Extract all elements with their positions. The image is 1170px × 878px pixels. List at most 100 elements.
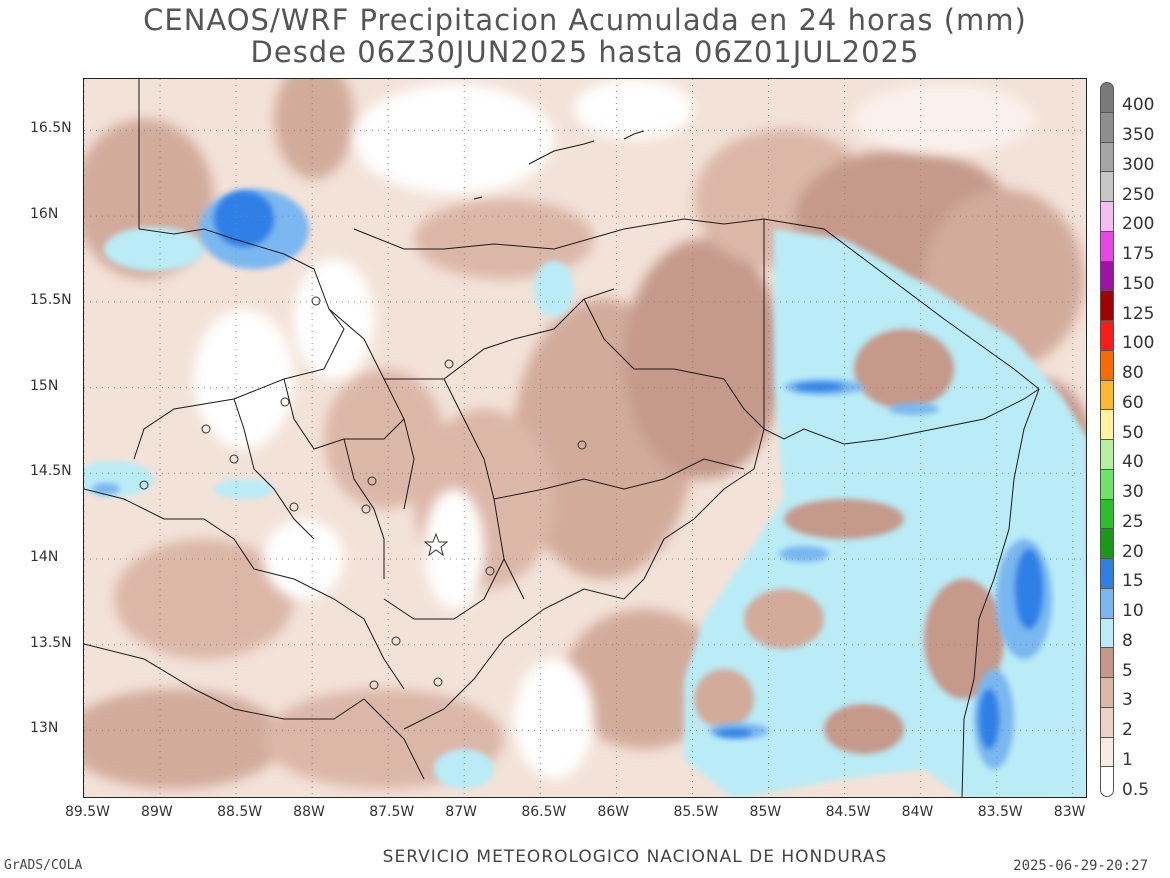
map-borders xyxy=(84,79,1040,797)
legend-label: 8 xyxy=(1122,630,1133,651)
map-svg xyxy=(84,79,1086,797)
legend-swatch xyxy=(1100,260,1114,292)
lat-tick-label: 16N xyxy=(30,206,59,223)
dept-line-8 xyxy=(583,298,765,430)
legend-label: 3 xyxy=(1122,690,1133,711)
legend-swatch xyxy=(1100,528,1114,559)
footer-credit: GrADS/COLA xyxy=(4,858,83,873)
footer-agency: SERVICIO METEOROLOGICO NACIONAL DE HONDU… xyxy=(382,847,888,867)
lon-tick-label: 83W xyxy=(1053,804,1086,820)
legend-label: 25 xyxy=(1122,511,1144,532)
city-markers xyxy=(139,296,587,690)
lon-tick-label: 88W xyxy=(293,804,325,820)
pacific-coast xyxy=(84,643,425,780)
legend-swatch xyxy=(1100,201,1114,232)
legend-swatch xyxy=(1100,230,1114,262)
lat-tick-label: 14.5N xyxy=(30,463,72,480)
legend-swatch xyxy=(1100,587,1114,619)
legend-swatch xyxy=(1100,409,1114,440)
title-line-2: Desde 06Z30JUN2025 hasta 06Z01JUL2025 xyxy=(250,35,920,69)
nicaragua-border xyxy=(763,219,1040,445)
legend-label: 80 xyxy=(1122,363,1144,384)
color-legend: 400 350 300 250 200 175 150 125 100 80 60 50 40 30 25 2… xyxy=(1098,82,1170,800)
precipitation-map xyxy=(83,78,1087,798)
lon-tick-label: 86.5W xyxy=(521,804,567,820)
legend-swatch xyxy=(1100,290,1114,321)
legend-label: 60 xyxy=(1122,392,1144,413)
legend-swatch xyxy=(1100,141,1114,173)
dept-line-4 xyxy=(493,458,745,500)
legend-label: 175 xyxy=(1122,244,1155,265)
precip-brown-islands xyxy=(694,329,1004,754)
legend-swatch xyxy=(1100,82,1114,113)
mosquitia-coast xyxy=(961,388,1040,797)
lat-tick-label: 15.5N xyxy=(30,291,72,308)
legend-label: 100 xyxy=(1122,333,1155,354)
legend-swatch xyxy=(1100,379,1114,411)
legend-label: 300 xyxy=(1122,154,1155,175)
lon-tick-label: 89W xyxy=(141,804,173,820)
legend-swatch xyxy=(1100,171,1114,202)
lat-tick-label: 13.5N xyxy=(30,634,72,651)
legend-swatch xyxy=(1100,736,1114,768)
legend-swatch xyxy=(1100,558,1114,589)
lat-tick-label: 14N xyxy=(30,549,59,565)
legend-label: 5 xyxy=(1122,660,1133,681)
lon-tick-label: 84W xyxy=(901,804,934,820)
legend-swatch xyxy=(1100,468,1114,500)
legend-label: 1 xyxy=(1122,749,1133,770)
precip-dry-layer xyxy=(194,79,1034,779)
el-salvador-border xyxy=(84,488,405,690)
lat-tick-label: 16.5N xyxy=(30,120,72,137)
map-gridlines xyxy=(84,79,1086,797)
capital-star xyxy=(423,532,449,557)
legend-label: 2 xyxy=(1122,720,1133,741)
lon-tick-label: 84.5W xyxy=(825,804,871,820)
bay-islands xyxy=(473,130,645,200)
legend-label: 15 xyxy=(1122,571,1144,592)
lat-tick-label: 13N xyxy=(30,720,59,737)
dept-line-6 xyxy=(233,398,315,540)
legend-label: 10 xyxy=(1122,601,1144,622)
dept-line-7 xyxy=(343,438,385,579)
honduras-north-coast xyxy=(353,218,1040,390)
lon-tick-label: 85.5W xyxy=(673,804,719,820)
legend-swatch xyxy=(1100,617,1114,649)
legend-swatch xyxy=(1100,320,1114,351)
footer-timestamp: 2025-06-29-20:27 xyxy=(1013,858,1148,874)
title-line-1: CENAOS/WRF Precipitacion Acumulada en 24… xyxy=(143,3,1027,37)
legend-label: 400 xyxy=(1122,95,1155,116)
legend-label: 0.5 xyxy=(1122,779,1150,800)
legend-label: 250 xyxy=(1122,184,1155,205)
legend-swatch xyxy=(1100,647,1114,678)
lon-tick-label: 86W xyxy=(597,804,630,820)
legend-label: 200 xyxy=(1122,214,1155,235)
legend-label: 350 xyxy=(1122,125,1155,146)
legend-swatch xyxy=(1100,498,1114,530)
legend-swatch xyxy=(1100,349,1114,381)
legend-label: 40 xyxy=(1122,452,1144,473)
dept-line-1 xyxy=(328,308,415,510)
legend-swatch xyxy=(1100,677,1114,708)
dept-line-9 xyxy=(383,558,505,620)
legend-swatch xyxy=(1100,706,1114,738)
legend-swatch xyxy=(1100,111,1114,143)
lat-tick-label: 15N xyxy=(30,377,59,394)
dept-line-5 xyxy=(283,378,405,450)
legend-label: 125 xyxy=(1122,303,1155,324)
precip-deep-blue-layer xyxy=(214,191,1043,749)
legend-label: 20 xyxy=(1122,541,1144,562)
lon-tick-label: 87W xyxy=(445,804,477,820)
lon-tick-label: 83.5W xyxy=(977,804,1023,820)
lon-tick-label: 88.5W xyxy=(217,804,263,820)
nicaragua-south-border xyxy=(403,428,765,730)
lon-tick-label: 85W xyxy=(749,804,782,820)
lon-tick-label: 89.5W xyxy=(65,804,111,820)
legend-label: 150 xyxy=(1122,273,1155,294)
dept-line-3 xyxy=(443,378,525,600)
legend-label: 30 xyxy=(1122,482,1144,503)
legend-swatch xyxy=(1100,439,1114,470)
legend-swatch xyxy=(1100,766,1114,797)
lon-tick-label: 87.5W xyxy=(369,804,415,820)
legend-label: 50 xyxy=(1122,422,1144,443)
